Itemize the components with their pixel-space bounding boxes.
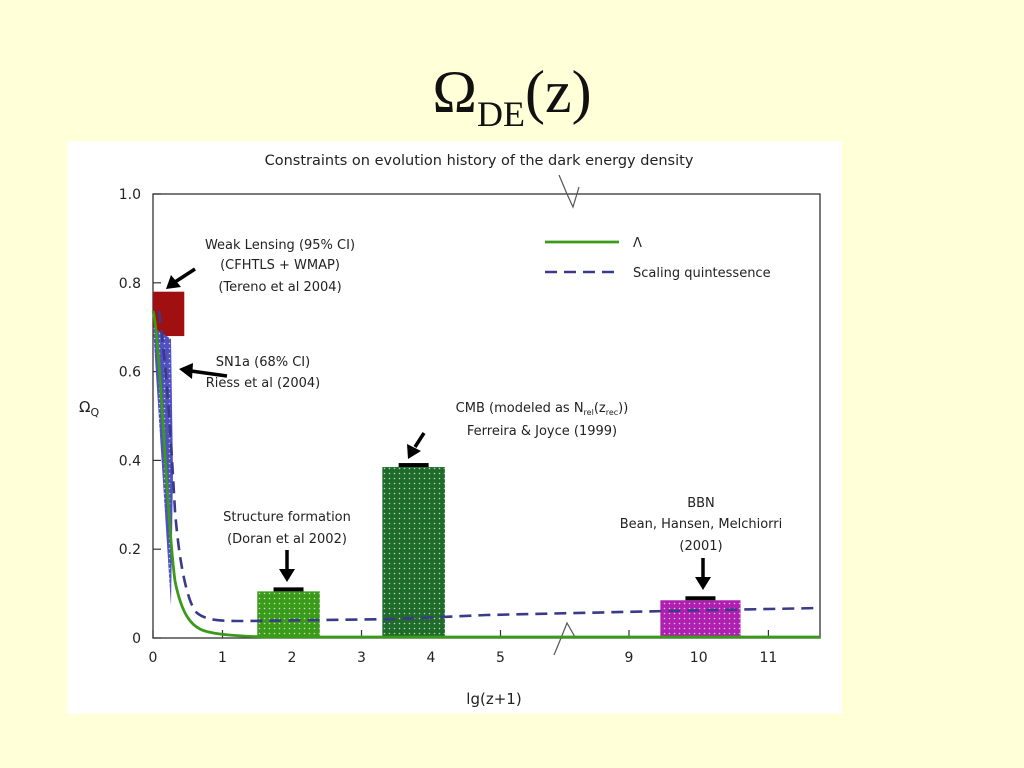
sn1a-label-line2: Riess et al (2004) (206, 376, 321, 391)
x-tick-label: 5 (496, 650, 505, 666)
arrowhead-weak-lensing (166, 275, 181, 289)
x-tick-label: 9 (625, 650, 634, 666)
slide-title-suffix: (z) (525, 59, 592, 125)
structure-formation-bar-texture (257, 591, 320, 638)
y-axis: 0 0.2 0.4 0.6 0.8 1.0 (119, 187, 161, 647)
bbn-bar-texture (660, 600, 741, 638)
legend-label-lambda: Λ (633, 236, 642, 251)
y-axis-label-sub: Q (90, 406, 99, 419)
cmb-bar-texture (382, 467, 445, 638)
y-axis-label-main: Ω (79, 398, 90, 416)
cmb-label-part1: CMB (modeled as N (456, 401, 584, 416)
sn1a-band-texture (153, 327, 173, 606)
chart-title: Constraints on evolution history of the … (265, 153, 694, 169)
quintessence-curve (157, 310, 821, 623)
structure-label-line1: Structure formation (223, 510, 351, 525)
slide-title: ΩDE(z) (0, 62, 1024, 132)
constraint-boxes (153, 291, 741, 638)
x-tick-label: 3 (357, 650, 366, 666)
bbn-label-line3: (2001) (679, 539, 722, 554)
bbn-bar-cap (685, 596, 716, 601)
arrowhead-structure (279, 569, 295, 582)
chart-svg: Constraints on evolution history of the … (79, 153, 821, 708)
x-tick-label: 4 (427, 650, 436, 666)
x-axis: 0 1 2 3 4 5 9 10 11 (149, 630, 777, 666)
arrow-cmb (413, 432, 426, 448)
arrowhead-sn1a (179, 363, 193, 379)
slide-title-sub: DE (477, 94, 525, 134)
cmb-label-line2: Ferreira & Joyce (1999) (467, 424, 617, 439)
y-tick-label: 1.0 (119, 187, 141, 203)
annotation-sn1a: SN1a (68% CI) Riess et al (2004) (206, 355, 321, 391)
cmb-label-part2: (z (594, 401, 606, 416)
weak-lensing-label-line2: (CFHTLS + WMAP) (220, 258, 340, 273)
cmb-label-line1: CMB (modeled as Nrel(zrec)) (456, 401, 629, 417)
arrow-weak-lensing (174, 267, 196, 284)
y-axis-label: ΩQ (79, 398, 99, 419)
annotation-arrows (166, 267, 711, 590)
y-tick-label: 0.6 (119, 365, 141, 381)
cmb-bar-cap (398, 463, 429, 468)
legend-label-quintessence: Scaling quintessence (633, 266, 771, 281)
axis-break-top (558, 174, 580, 209)
x-tick-label: 0 (149, 650, 158, 666)
arrowhead-cmb (407, 444, 421, 459)
structure-label-line2: (Doran et al 2002) (227, 532, 347, 547)
y-tick-label: 0.2 (119, 542, 141, 558)
chart-figure: Constraints on evolution history of the … (67, 141, 842, 714)
structure-formation-bar-cap (273, 587, 304, 592)
axis-break-bottom (553, 621, 576, 656)
cmb-label-sub2: rec (606, 408, 618, 417)
legend: Λ Scaling quintessence (545, 236, 771, 281)
cmb-label-part3: )) (618, 401, 628, 416)
bbn-label-line2: Bean, Hansen, Melchiorri (620, 517, 783, 532)
x-tick-label: 10 (690, 650, 708, 666)
annotation-cmb: CMB (modeled as Nrel(zrec)) Ferreira & J… (456, 401, 629, 439)
weak-lensing-label-line3: (Tereno et al 2004) (218, 280, 341, 295)
y-tick-label: 0.4 (119, 453, 141, 469)
y-tick-label: 0 (132, 631, 141, 647)
sn1a-label-line1: SN1a (68% CI) (216, 355, 310, 370)
annotation-structure: Structure formation (Doran et al 2002) (223, 510, 351, 547)
slide-title-main: Ω (432, 59, 477, 125)
lambda-curve (151, 310, 820, 639)
arrow-sn1a (190, 369, 228, 378)
weak-lensing-box (153, 291, 185, 337)
annotation-bbn: BBN Bean, Hansen, Melchiorri (2001) (620, 496, 783, 554)
cmb-label-sub1: rel (584, 408, 594, 417)
arrowhead-bbn (695, 577, 711, 590)
annotation-weak-lensing: Weak Lensing (95% CI) (CFHTLS + WMAP) (T… (205, 238, 355, 295)
weak-lensing-label-line1: Weak Lensing (95% CI) (205, 238, 355, 253)
x-tick-label: 2 (288, 650, 297, 666)
x-tick-label: 11 (759, 650, 777, 666)
x-axis-label: lg(z+1) (466, 690, 521, 708)
bbn-label-line1: BBN (687, 496, 715, 511)
y-tick-label: 0.8 (119, 276, 141, 292)
x-tick-label: 1 (218, 650, 227, 666)
